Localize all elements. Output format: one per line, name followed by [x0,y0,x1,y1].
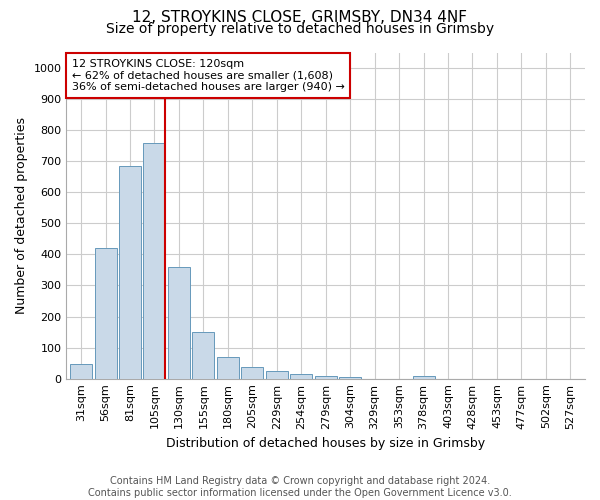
Bar [413,376,434,378]
Bar [339,377,361,378]
Text: 12 STROYKINS CLOSE: 120sqm
← 62% of detached houses are smaller (1,608)
36% of s: 12 STROYKINS CLOSE: 120sqm ← 62% of deta… [71,59,344,92]
Bar [143,142,166,378]
Text: 12, STROYKINS CLOSE, GRIMSBY, DN34 4NF: 12, STROYKINS CLOSE, GRIMSBY, DN34 4NF [133,10,467,25]
Bar [168,267,190,378]
Bar [193,332,214,378]
Bar [217,357,239,378]
X-axis label: Distribution of detached houses by size in Grimsby: Distribution of detached houses by size … [166,437,485,450]
Bar [315,376,337,378]
Bar [119,166,141,378]
Bar [241,367,263,378]
Text: Size of property relative to detached houses in Grimsby: Size of property relative to detached ho… [106,22,494,36]
Y-axis label: Number of detached properties: Number of detached properties [15,117,28,314]
Bar [70,364,92,378]
Bar [266,371,288,378]
Bar [290,374,312,378]
Bar [95,248,116,378]
Text: Contains HM Land Registry data © Crown copyright and database right 2024.
Contai: Contains HM Land Registry data © Crown c… [88,476,512,498]
